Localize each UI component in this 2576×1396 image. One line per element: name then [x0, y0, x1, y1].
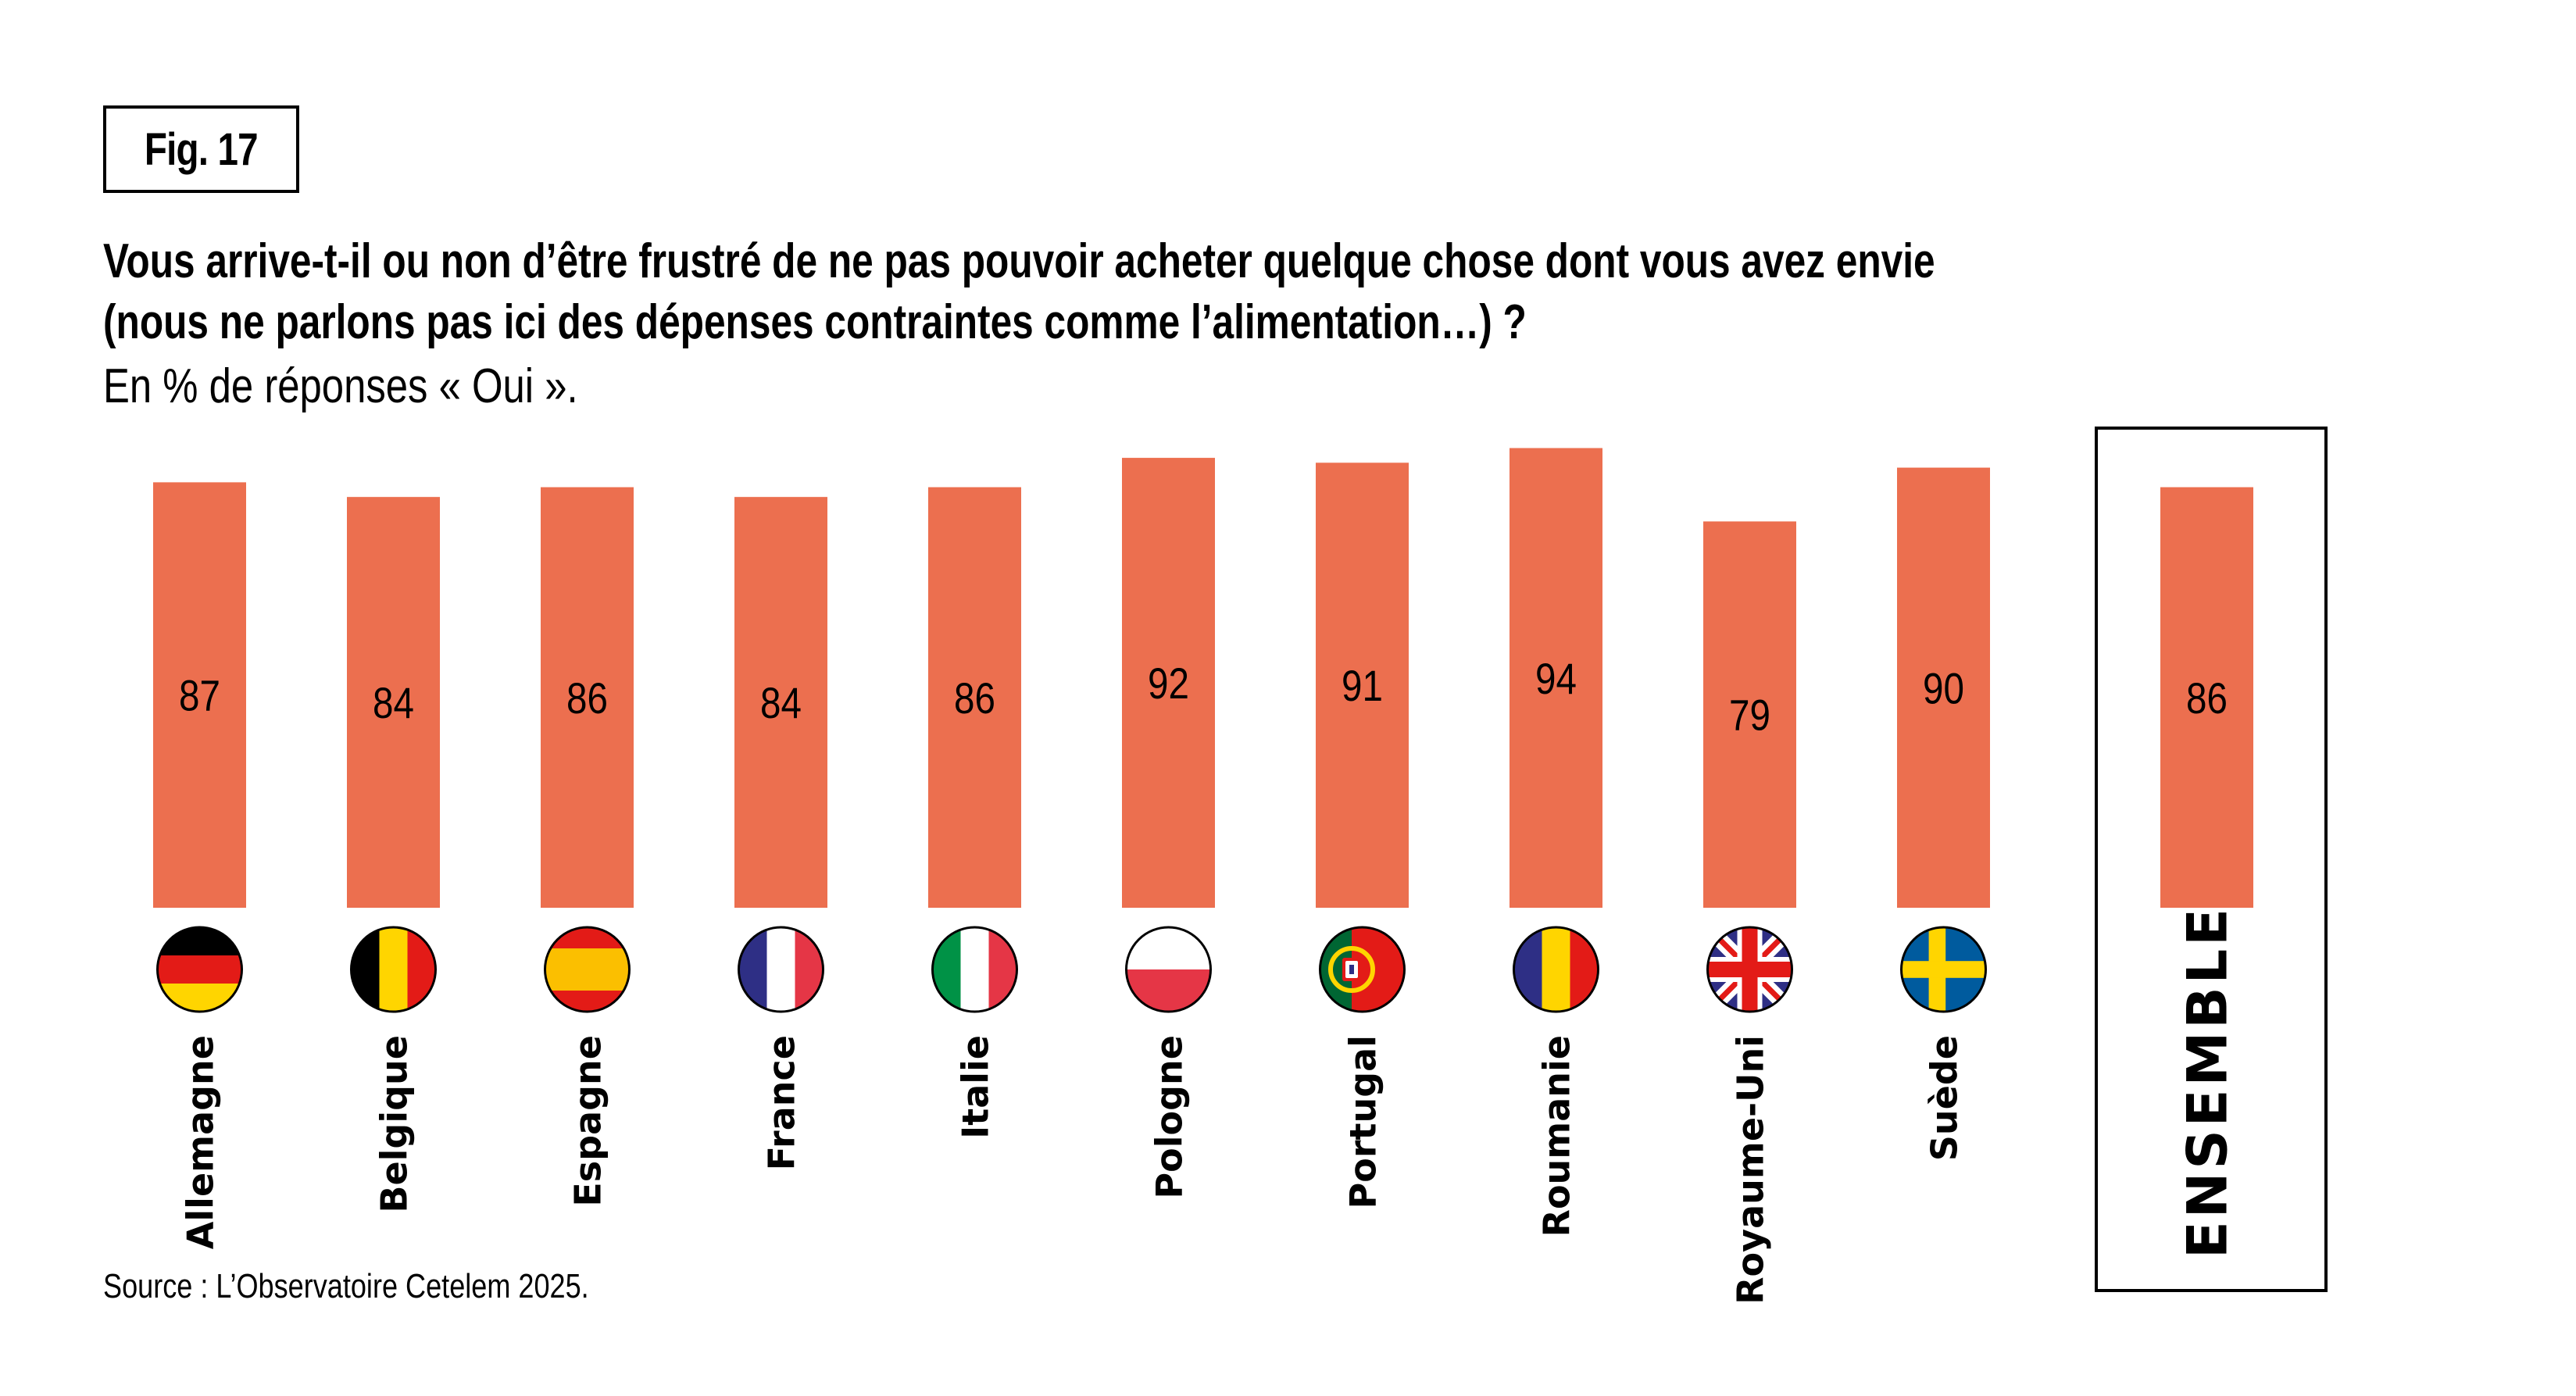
bar-roumanie — [1510, 448, 1602, 908]
bar-belgique — [347, 497, 440, 908]
france-flag-icon — [738, 926, 824, 1013]
portugal-flag-icon — [1319, 926, 1406, 1013]
data-label-france: 84 — [760, 680, 802, 728]
category-label-suede: Suède — [1924, 1035, 1966, 1161]
spain-flag-icon — [544, 926, 631, 1013]
data-label-suede: 90 — [1923, 665, 1964, 713]
category-label-allemagne: Allemagne — [180, 1035, 222, 1249]
bar-ensemble — [2160, 487, 2253, 908]
bar-pologne — [1122, 458, 1215, 908]
sweden-flag-icon — [1900, 926, 1987, 1013]
figure-number-box: Fig. 17 — [103, 105, 299, 193]
belgium-flag-icon — [350, 926, 437, 1013]
bar-portugal — [1316, 462, 1409, 908]
bar-france — [734, 497, 827, 908]
data-label-pologne: 92 — [1148, 659, 1189, 708]
bar-suede — [1897, 467, 1990, 908]
bar-royaume-uni — [1703, 521, 1796, 908]
bar-espagne — [541, 487, 634, 908]
data-label-portugal: 91 — [1342, 662, 1383, 711]
category-label-pologne: Pologne — [1149, 1035, 1191, 1199]
germany-flag-icon — [156, 926, 243, 1013]
category-label-royaume-uni: Royaume-Uni — [1730, 1035, 1772, 1305]
chart-title-line-2: (nous ne parlons pas ici des dépenses co… — [103, 295, 1527, 349]
ensemble-highlight-frame — [2095, 427, 2328, 1292]
poland-flag-icon — [1125, 926, 1212, 1013]
chart-title: Vous arrive-t-il ou non d’être frustré d… — [103, 231, 2353, 353]
chart-subtitle: En % de réponses « Oui ». — [103, 359, 578, 413]
data-label-ensemble: 86 — [2186, 674, 2228, 723]
category-label-roumanie: Roumanie — [1536, 1035, 1578, 1237]
chart-title-line-1: Vous arrive-t-il ou non d’être frustré d… — [103, 234, 1935, 288]
flags-group — [156, 926, 1987, 1013]
source-note: Source : L’Observatoire Cetelem 2025. — [103, 1267, 589, 1305]
category-labels-group: Allemagne Belgique Espagne France Italie Polo… — [180, 905, 2240, 1305]
category-label-belgique: Belgique — [373, 1035, 416, 1213]
bars-group: 87 84 86 84 86 92 91 94 79 90 86 — [153, 448, 2253, 908]
data-label-italie: 86 — [954, 674, 995, 723]
data-label-belgique: 84 — [373, 680, 414, 728]
category-label-ensemble: ENSEMBLE — [2176, 905, 2240, 1259]
romania-flag-icon — [1513, 926, 1599, 1013]
data-label-roumanie: 94 — [1535, 655, 1577, 703]
data-label-allemagne: 87 — [179, 672, 220, 720]
category-label-portugal: Portugal — [1342, 1035, 1384, 1209]
figure-number: Fig. 17 — [145, 123, 259, 175]
category-label-france: France — [761, 1035, 803, 1170]
italy-flag-icon — [931, 926, 1018, 1013]
data-label-espagne: 86 — [566, 674, 608, 723]
uk-flag-icon — [1706, 926, 1793, 1013]
category-label-espagne: Espagne — [567, 1035, 609, 1207]
category-label-italie: Italie — [955, 1035, 997, 1139]
bar-allemagne — [153, 482, 246, 908]
data-label-royaume-uni: 79 — [1729, 691, 1770, 740]
bar-italie — [928, 487, 1021, 908]
